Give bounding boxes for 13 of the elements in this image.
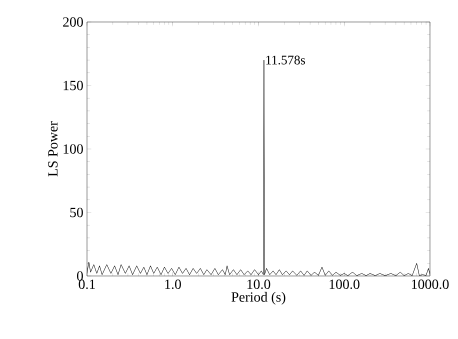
- y-tick-label: 50: [70, 208, 83, 218]
- x-tick-label: 1000.0: [412, 280, 449, 290]
- x-tick-label: 1.0: [165, 280, 181, 290]
- y-axis-title: LS Power: [48, 121, 58, 176]
- y-tick-label: 0: [77, 271, 83, 281]
- y-tick-label: 100: [64, 144, 83, 154]
- x-axis-title: Period (s): [231, 292, 286, 305]
- y-tick-label: 150: [64, 80, 83, 90]
- x-tick-label: 100.0: [330, 280, 360, 290]
- x-tick-label: 0.1: [78, 280, 95, 290]
- annotation: 11.578s: [266, 56, 306, 65]
- y-tick-label: 200: [63, 17, 83, 27]
- x-tick-label: 10.0: [247, 280, 270, 290]
